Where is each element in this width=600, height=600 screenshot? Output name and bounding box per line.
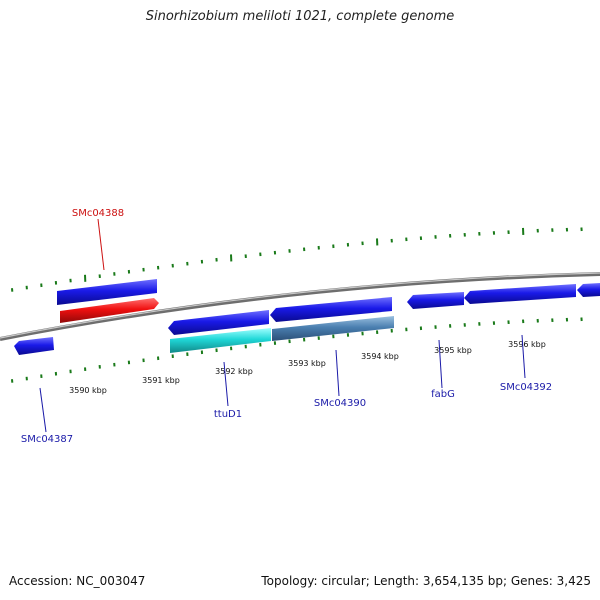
scale-label-3590: 3590 kbp: [69, 386, 107, 395]
scale-label-3595: 3595 kbp: [434, 346, 472, 355]
leader-fabg: [438, 339, 443, 389]
gene-smc04390-forward[interactable]: [270, 297, 392, 322]
gene-smc04392[interactable]: [464, 284, 576, 304]
gene-label-smc04388[interactable]: SMc04388: [72, 208, 124, 219]
leader-smc04388: [97, 218, 105, 271]
gene-smc04387[interactable]: [14, 337, 54, 355]
gene-smc04388-forward[interactable]: [57, 279, 157, 305]
scale-label-3592: 3592 kbp: [215, 367, 253, 376]
gene-smc04388-highlighted[interactable]: [60, 298, 159, 323]
gene-fabg[interactable]: [407, 292, 464, 309]
leader-smc04390: [335, 349, 340, 397]
gene-label-fabg[interactable]: fabG: [431, 389, 455, 400]
scale-label-3593: 3593 kbp: [288, 359, 326, 368]
gene-label-ttud1[interactable]: ttuD1: [214, 409, 242, 420]
topology-text: Topology: circular; Length: 3,654,135 bp…: [261, 574, 591, 588]
leader-smc04392: [521, 334, 526, 379]
genome-backbone-highlight: [0, 272, 600, 339]
gene-next-partial[interactable]: [577, 283, 600, 297]
gene-smc04390[interactable]: [272, 316, 394, 341]
leader-smc04387: [39, 387, 47, 433]
genome-backbone: [0, 272, 600, 341]
accession-text: Accession: NC_003047: [9, 574, 146, 588]
gene-ttud1-forward[interactable]: [168, 310, 269, 335]
gene-ttud1[interactable]: [170, 328, 271, 353]
scale-label-3594: 3594 kbp: [361, 352, 399, 361]
tick-row-lower: [11, 317, 583, 383]
scale-label-3596: 3596 kbp: [508, 340, 546, 349]
gene-label-smc04392[interactable]: SMc04392: [500, 382, 552, 393]
tick-row-upper: [11, 227, 583, 292]
leader-ttud1: [223, 361, 229, 407]
genome-title: Sinorhizobium meliloti 1021, complete ge…: [145, 9, 455, 24]
gene-label-smc04390[interactable]: SMc04390: [314, 398, 366, 409]
gene-label-smc04387[interactable]: SMc04387: [21, 434, 73, 445]
scale-label-3591: 3591 kbp: [142, 376, 180, 385]
